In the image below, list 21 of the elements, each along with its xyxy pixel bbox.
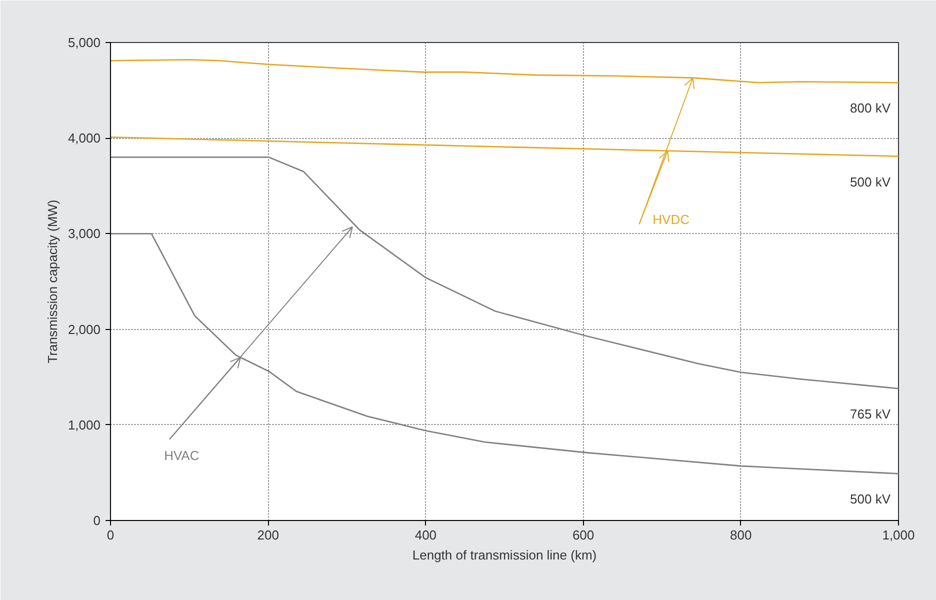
x-tick-label: 600	[572, 528, 594, 542]
y-tick-label: 1,000	[68, 417, 101, 432]
y-tick-label: 4,000	[68, 130, 101, 146]
annotation: HVDC	[652, 212, 690, 227]
series-label: 765 kV	[850, 406, 891, 422]
x-tick-label: 400	[414, 528, 437, 542]
series-label: 500 kV	[850, 492, 891, 507]
y-tick-label: 3,000	[68, 226, 101, 242]
series-label: 500 kV	[850, 174, 891, 190]
series-label: 800 kV	[850, 100, 891, 116]
annotation: HVAC	[164, 448, 200, 463]
y-tick-label: 0	[93, 513, 101, 528]
x-axis-title: Length of transmission line (km)	[412, 548, 597, 562]
y-tick-label: 5,000	[68, 35, 101, 50]
x-tick-label: 0	[106, 528, 114, 542]
y-tick-label: 2,000	[68, 322, 101, 337]
line-series	[110, 156, 898, 390]
y-axis-title: Transmission capacity (MW)	[44, 200, 60, 364]
x-tick-label: 200	[257, 528, 279, 542]
x-tick-label: 1,000	[882, 528, 915, 542]
x-tick-label: 800	[730, 528, 752, 542]
